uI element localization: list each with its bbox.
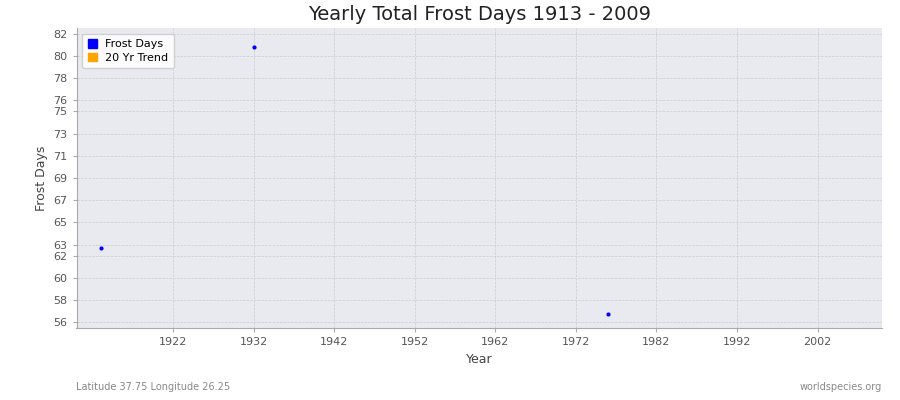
Point xyxy=(601,310,616,317)
Point xyxy=(247,44,261,50)
X-axis label: Year: Year xyxy=(466,352,492,366)
Point xyxy=(94,245,108,251)
Title: Yearly Total Frost Days 1913 - 2009: Yearly Total Frost Days 1913 - 2009 xyxy=(308,5,651,24)
Legend: Frost Days, 20 Yr Trend: Frost Days, 20 Yr Trend xyxy=(82,34,174,68)
Y-axis label: Frost Days: Frost Days xyxy=(35,145,48,211)
Text: worldspecies.org: worldspecies.org xyxy=(800,382,882,392)
Text: Latitude 37.75 Longitude 26.25: Latitude 37.75 Longitude 26.25 xyxy=(76,382,230,392)
